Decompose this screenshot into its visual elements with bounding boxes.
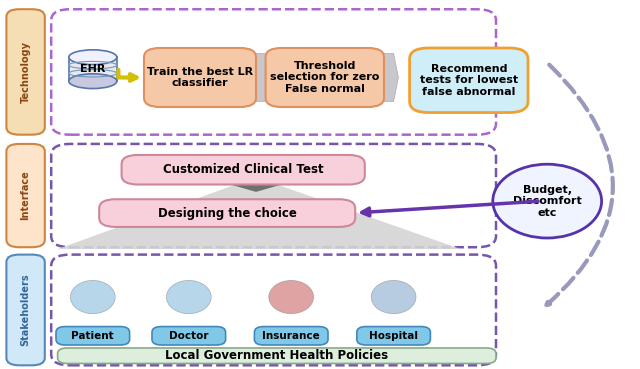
Polygon shape (205, 161, 307, 192)
FancyBboxPatch shape (58, 348, 496, 363)
Text: Threshold
selection for zero
False normal: Threshold selection for zero False norma… (270, 61, 380, 94)
FancyBboxPatch shape (122, 155, 365, 184)
Text: Doctor: Doctor (169, 331, 209, 341)
Ellipse shape (166, 280, 211, 314)
Text: Designing the choice: Designing the choice (158, 207, 296, 220)
FancyBboxPatch shape (6, 255, 45, 365)
FancyBboxPatch shape (6, 144, 45, 247)
Text: EHR: EHR (80, 64, 106, 74)
Text: Local Government Health Policies: Local Government Health Policies (165, 349, 388, 362)
Polygon shape (246, 54, 270, 101)
Polygon shape (58, 177, 461, 249)
Text: Hospital: Hospital (369, 331, 418, 341)
FancyBboxPatch shape (152, 327, 226, 345)
Text: Customized Clinical Test: Customized Clinical Test (163, 163, 323, 176)
FancyBboxPatch shape (6, 9, 45, 135)
Bar (68, 57, 116, 81)
FancyBboxPatch shape (99, 199, 355, 227)
Ellipse shape (69, 74, 117, 89)
FancyBboxPatch shape (266, 48, 384, 107)
FancyBboxPatch shape (410, 48, 528, 113)
Text: Recommend
tests for lowest
false abnormal: Recommend tests for lowest false abnorma… (420, 64, 518, 97)
Text: Budget,
Discomfort
etc: Budget, Discomfort etc (513, 184, 582, 218)
FancyBboxPatch shape (255, 327, 328, 345)
Ellipse shape (69, 50, 117, 65)
Text: Stakeholders: Stakeholders (20, 274, 31, 346)
Polygon shape (374, 54, 398, 101)
Ellipse shape (493, 164, 602, 238)
FancyBboxPatch shape (144, 48, 256, 107)
FancyBboxPatch shape (357, 327, 430, 345)
Text: Technology: Technology (20, 41, 31, 103)
FancyBboxPatch shape (56, 327, 130, 345)
Text: Patient: Patient (72, 331, 114, 341)
FancyArrowPatch shape (547, 65, 613, 305)
Ellipse shape (70, 280, 115, 314)
Ellipse shape (269, 280, 314, 314)
Text: Interface: Interface (20, 171, 31, 220)
Text: Insurance: Insurance (262, 331, 320, 341)
Text: Train the best LR
classifier: Train the best LR classifier (147, 67, 253, 88)
Ellipse shape (371, 280, 416, 314)
